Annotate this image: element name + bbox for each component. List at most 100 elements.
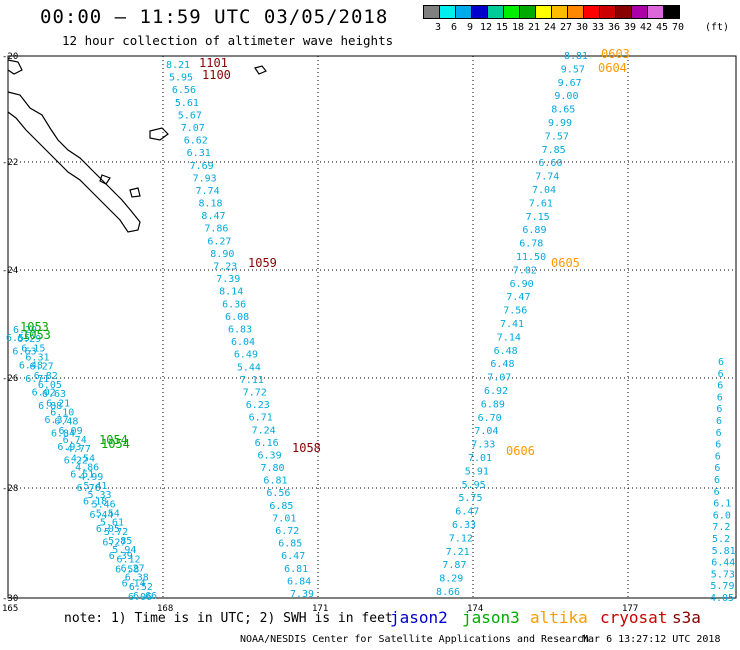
wave-height-label: 6.89 (522, 225, 546, 236)
wave-height-label: 5.81 (712, 546, 736, 557)
wave-height-label: 6.74 (63, 435, 87, 446)
wave-height-label: 7.24 (252, 425, 276, 436)
wave-height-label: 6.49 (234, 350, 258, 361)
wave-height-label: 6.39 (258, 450, 282, 461)
legend-value: 18 (512, 22, 525, 33)
longitude-label: 165 (2, 604, 18, 614)
wave-height-label: 6 (717, 381, 723, 392)
footer-timestamp: Mar 6 13:27:12 UTC 2018 (582, 634, 721, 645)
wave-height-label: 6 (714, 487, 720, 498)
wave-height-label: 6.47 (281, 551, 305, 562)
footnote: note: 1) Time is in UTC; 2) SWH is in fe… (64, 611, 393, 626)
satellite-jason2: jason2 (390, 608, 448, 627)
wave-height-label: 7.74 (535, 172, 559, 183)
wave-height-label: 6 (716, 428, 722, 439)
wave-height-label: 4.86 (75, 463, 99, 474)
wave-height-label: 7.14 (497, 332, 521, 343)
wave-height-label: 6.52 (129, 582, 153, 593)
legend-swatch (663, 5, 680, 19)
legend-value: 33 (592, 22, 605, 33)
color-legend: 3 6 9 12 15 18 21 24 27 30 33 36 39 42 45 70 (ft) (423, 5, 729, 33)
wave-height-label: 8.90 (210, 249, 234, 260)
legend-value: 42 (640, 22, 653, 33)
time-stamp: 0604 (598, 61, 627, 75)
wave-height-label: 6.23 (246, 400, 270, 411)
time-stamp: 1100 (202, 68, 231, 82)
wave-height-label: 7.80 (260, 463, 284, 474)
legend-unit: (ft) (705, 22, 730, 33)
legend-value: 27 (560, 22, 573, 33)
wave-height-label: 6.29 (17, 334, 41, 345)
latitude-label: -24 (2, 266, 18, 276)
wave-height-label: 6.1 (713, 499, 731, 510)
legend-value: 15 (496, 22, 509, 33)
satellite-jason3: jason3 (462, 608, 520, 627)
wave-height-label: 7.57 (545, 131, 569, 142)
wave-height-label: 6 (717, 392, 723, 403)
wave-height-label: 6.27 (30, 362, 54, 373)
wave-height-label: 6.72 (275, 526, 299, 537)
wave-height-label: 4.05 (710, 593, 734, 604)
wave-height-label: 6.22 (64, 456, 88, 467)
time-stamp: 1053 (20, 320, 49, 334)
wave-height-label: 7.39 (290, 589, 314, 600)
wave-height-label: 7.21 (446, 547, 470, 558)
latitude-label: -30 (2, 594, 18, 604)
wave-height-label: 5.67 (178, 110, 202, 121)
wave-height-label: 6.02 (32, 388, 56, 399)
wave-height-label: 5.61 (175, 98, 199, 109)
wave-height-label: 6.44 (711, 558, 735, 569)
wave-height-label: 6.12 (116, 554, 140, 565)
time-stamp: 1054 (101, 437, 130, 451)
legend-value: 39 (624, 22, 637, 33)
wave-height-label: 6.48 (490, 359, 514, 370)
wave-height-label: 7.01 (272, 513, 296, 524)
wave-height-label: 8.21 (166, 60, 190, 71)
wave-height-label: 7.33 (471, 440, 495, 451)
wave-height-label: 7.93 (193, 173, 217, 184)
wave-height-label: 7.04 (532, 185, 556, 196)
island-coast-north (7, 59, 23, 75)
wave-height-label: 6.29 (13, 325, 37, 336)
wave-height-label: 6.81 (284, 564, 308, 575)
wave-height-label: 6.78 (519, 239, 543, 250)
wave-height-label: 6.71 (249, 413, 273, 424)
wave-height-label: 7.07 (181, 123, 205, 134)
wave-height-label: 6.84 (51, 428, 75, 439)
wave-height-label: 6.92 (484, 386, 508, 397)
wave-height-label: 8.14 (219, 287, 243, 298)
wave-height-label: 6.62 (184, 136, 208, 147)
time-stamp: 0605 (551, 256, 580, 270)
legend-value: 21 (528, 22, 541, 33)
legend-value: 30 (576, 22, 589, 33)
wave-height-label: 7.12 (449, 533, 473, 544)
island-coast-small-3 (129, 187, 141, 198)
wave-height-label: 5.95 (462, 480, 486, 491)
wave-height-label: 6.84 (287, 576, 311, 587)
wave-height-label: 6.90 (510, 279, 534, 290)
wave-height-label: 6.31 (25, 353, 49, 364)
wave-height-label: 7.23 (213, 262, 237, 273)
altimeter-tracks: 8.215.956.565.615.677.076.626.317.697.93… (6, 51, 736, 604)
wave-height-label: 9.67 (558, 78, 582, 89)
wave-height-label: 7.87 (442, 560, 466, 571)
wave-height-label: 7.72 (243, 387, 267, 398)
wave-height-label: 6.27 (102, 537, 126, 548)
wave-height-label: 6 (715, 440, 721, 451)
wave-height-label: 6.05 (38, 380, 62, 391)
wave-height-label: 6.83 (228, 325, 252, 336)
legend-labels: 3 6 9 12 15 18 21 24 27 30 33 36 39 42 45 70 (ft) (423, 22, 740, 36)
wave-height-label: 6.18 (83, 497, 107, 508)
wave-height-label: 6.71 (25, 374, 49, 385)
time-stamp: 1053 (22, 328, 51, 342)
time-stamp: 1059 (248, 256, 277, 270)
wave-height-label: 6 (718, 357, 724, 368)
wave-height-label: 7.69 (190, 161, 214, 172)
wave-height-label: 6.16 (255, 438, 279, 449)
wave-height-label: 6.06 (128, 592, 152, 603)
legend-value: 6 (451, 22, 458, 33)
wave-height-label: 6.0 (713, 510, 731, 521)
wave-height-label: 6.27 (121, 563, 145, 574)
